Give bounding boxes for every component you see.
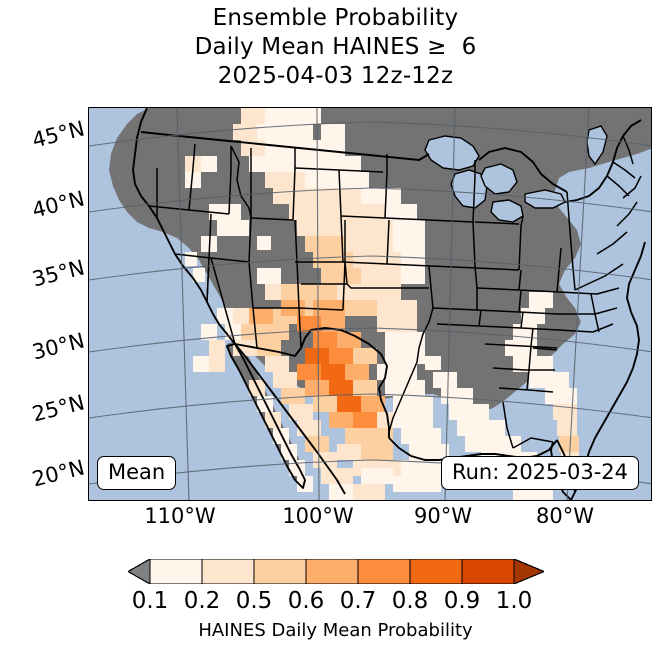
colorbar-tick-1: 0.2 <box>183 588 221 614</box>
colorbar-tick-4: 0.7 <box>339 588 377 614</box>
colorbar-tick-5: 0.8 <box>391 588 429 614</box>
graticule <box>89 108 651 500</box>
model-run-label-box: Run: 2025-03-24 <box>440 456 639 490</box>
colorbar[interactable] <box>128 559 544 584</box>
title-line-2: Daily Mean HAINES ≥ 6 <box>194 34 477 60</box>
mean-label-box: Mean <box>97 456 177 490</box>
lon-label-110w: 110°W <box>144 504 216 528</box>
colorbar-bands <box>128 559 544 584</box>
colorbar-tick-6: 0.9 <box>443 588 481 614</box>
lat-label-40n: 40°N <box>29 186 87 223</box>
page-title: Ensemble Probability Daily Mean HAINES ≥… <box>0 4 671 91</box>
lat-label-20n: 20°N <box>29 455 87 492</box>
colorbar-title: HAINES Daily Mean Probability <box>198 620 473 641</box>
map-plot-area[interactable]: Mean Run: 2025-03-24 <box>88 107 652 501</box>
title-line-3: 2025-04-03 12z-12z <box>217 63 454 89</box>
lon-label-90w: 90°W <box>414 504 472 528</box>
lon-label-80w: 80°W <box>536 504 594 528</box>
lat-label-30n: 30°N <box>29 328 87 365</box>
colorbar-tick-0: 0.1 <box>131 588 169 614</box>
colorbar-extend-low <box>128 559 151 584</box>
colorbar-tick-7: 1.0 <box>495 588 533 614</box>
lat-label-35n: 35°N <box>29 255 87 292</box>
state-boundaries <box>148 135 642 449</box>
colorbar-extend-high <box>513 559 544 584</box>
lat-label-25n: 25°N <box>29 390 87 427</box>
colorbar-tick-2: 0.5 <box>235 588 273 614</box>
lat-label-45n: 45°N <box>29 116 87 153</box>
lon-label-100w: 100°W <box>282 504 354 528</box>
map-canvas <box>89 108 651 500</box>
colorbar-swatches <box>128 559 544 584</box>
colorbar-tick-3: 0.6 <box>287 588 325 614</box>
title-line-1: Ensemble Probability <box>212 5 459 31</box>
